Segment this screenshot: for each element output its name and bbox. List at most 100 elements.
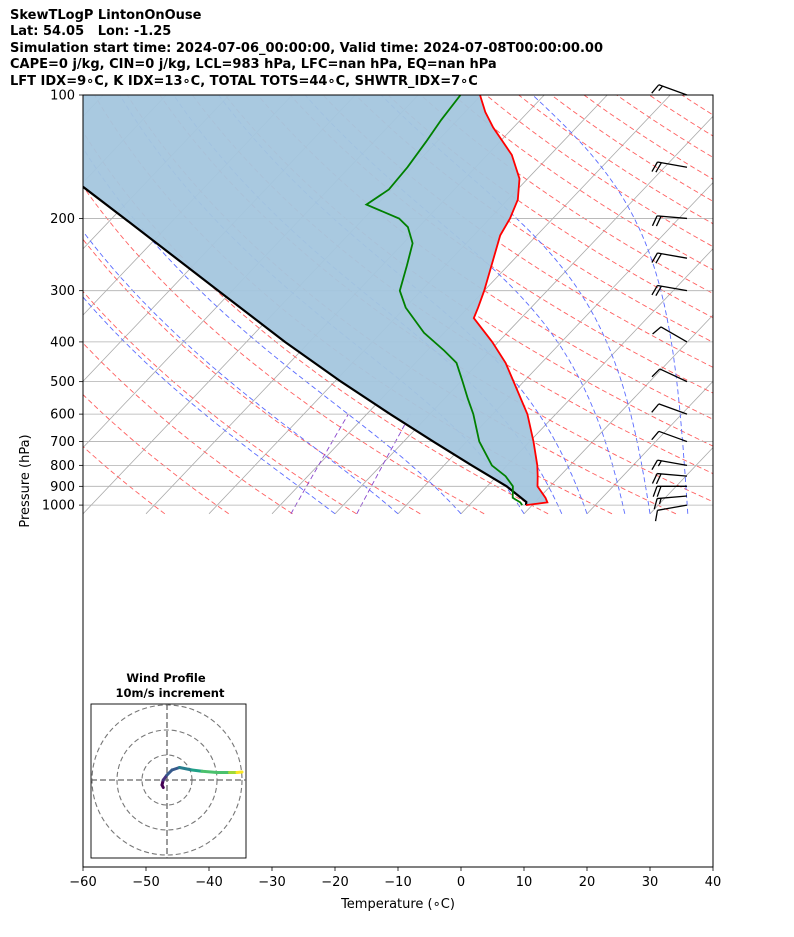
y-tick-label: 300 — [50, 284, 75, 299]
wind-barb — [651, 472, 688, 485]
dewpoint-line — [364, 95, 523, 506]
barb-flag — [651, 252, 659, 263]
isotherm-line — [523, 314, 713, 515]
barb-flag — [651, 215, 658, 227]
dry-adiabat — [518, 95, 713, 225]
temperature-line — [472, 95, 549, 506]
wind-barb — [652, 326, 688, 343]
wind-barb — [651, 215, 688, 227]
isotherm-line — [334, 115, 713, 515]
wind-barb — [651, 403, 688, 415]
barb-staff — [657, 459, 688, 466]
barb-flag — [654, 510, 659, 522]
x-tick-label: −50 — [132, 875, 159, 890]
barb-flag — [651, 161, 659, 172]
barb-staff — [657, 161, 688, 168]
barb-flag — [651, 368, 661, 378]
wind-barb — [654, 504, 688, 522]
parcel-line — [83, 185, 528, 506]
barb-flag — [653, 498, 658, 510]
x-tick-label: −60 — [69, 875, 96, 890]
hodograph-segment — [190, 768, 204, 773]
wind-barb — [651, 430, 688, 443]
stability-line: CAPE=0 j/kg, CIN=0 j/kg, LCL=983 hPa, LF… — [10, 57, 497, 73]
x-tick-label: 10 — [516, 875, 533, 890]
wind-barb — [653, 495, 688, 510]
barb-flag — [651, 285, 659, 296]
wind-barb — [651, 368, 688, 383]
moist-adiabat — [83, 230, 399, 515]
barb-staff — [658, 84, 688, 96]
barb-staff — [657, 504, 688, 511]
wind-barb — [651, 161, 688, 173]
x-tick-label: −20 — [321, 875, 348, 890]
chart-header: SkewTLogP LintonOnOuse Lat: 54.05 Lon: -… — [10, 8, 603, 90]
y-tick-label: 500 — [50, 375, 75, 390]
index-line: LFT IDX=9∘C, K IDX=13∘C, TOTAL TOTS=44∘C… — [10, 73, 478, 89]
hodograph-segment — [235, 770, 244, 774]
barb-flag — [656, 486, 662, 497]
dry-adiabat — [83, 342, 293, 515]
barb-staff — [657, 252, 688, 259]
barb-flag — [655, 215, 662, 227]
wind-barb — [651, 252, 688, 264]
hodograph-segment — [200, 769, 219, 774]
x-tick-label: 0 — [457, 875, 465, 890]
barb-flag — [655, 473, 662, 485]
dry-adiabat — [83, 185, 485, 515]
x-tick-label: 30 — [642, 875, 659, 890]
hodograph-segment — [178, 766, 194, 772]
x-tick-label: 40 — [705, 875, 722, 890]
barb-flag — [658, 85, 664, 92]
plot-layer — [83, 95, 713, 515]
barb-flag — [652, 326, 662, 335]
inset-frame — [90, 703, 247, 859]
barb-flag — [657, 460, 662, 467]
barb-staff — [658, 430, 688, 443]
wind-barb — [651, 284, 688, 296]
y-tick-label: 200 — [50, 212, 75, 227]
wind-barb — [652, 485, 687, 497]
x-tick-label: 20 — [579, 875, 596, 890]
y-tick-label: 600 — [50, 408, 75, 423]
isotherm-line — [712, 513, 713, 514]
barb-flag — [652, 486, 658, 497]
isotherm-line — [586, 380, 713, 515]
y-axis-label: Pressure (hPa) — [18, 434, 33, 527]
location-line: Lat: 54.05 Lon: -1.25 — [10, 24, 172, 40]
dry-adiabat — [453, 95, 713, 271]
wind-barbs — [651, 84, 688, 522]
inset-plot — [91, 704, 246, 858]
barb-flag — [655, 285, 662, 296]
wind-barb — [651, 459, 688, 470]
barb-staff — [659, 368, 688, 383]
mixing-ratio-line — [290, 413, 349, 515]
y-tick-label: 100 — [50, 89, 75, 104]
moist-adiabat — [218, 95, 588, 514]
barb-flag — [658, 498, 662, 505]
x-tick-label: −40 — [195, 875, 222, 890]
y-tick-label: 800 — [50, 459, 75, 474]
dry-adiabat — [83, 394, 229, 515]
x-axis-label: Temperature (∘C) — [340, 897, 455, 912]
dry-adiabat — [83, 290, 357, 515]
barb-flag — [651, 84, 660, 94]
cin-shade — [83, 95, 548, 506]
moist-adiabat — [83, 147, 462, 515]
dry-adiabat — [485, 95, 713, 248]
axes: −60 −50 −40 −30 −20 −10 0 10 20 30 40 100 200 300 400 5… — [18, 89, 721, 913]
inset-title: Wind Profile — [126, 671, 206, 685]
y-tick-label: 700 — [50, 435, 75, 450]
y-tick-label: 1000 — [42, 499, 75, 514]
x-tick-label: −10 — [384, 875, 411, 890]
inset-subtitle: 10m/s increment — [116, 686, 225, 700]
barb-staff — [657, 215, 688, 220]
moist-adiabat — [532, 95, 689, 514]
y-tick-label: 400 — [50, 335, 75, 350]
chart-title: SkewTLogP LintonOnOuse — [10, 8, 202, 23]
barb-staff — [657, 284, 688, 292]
y-tick-label: 900 — [50, 480, 75, 495]
barb-staff — [660, 326, 688, 343]
